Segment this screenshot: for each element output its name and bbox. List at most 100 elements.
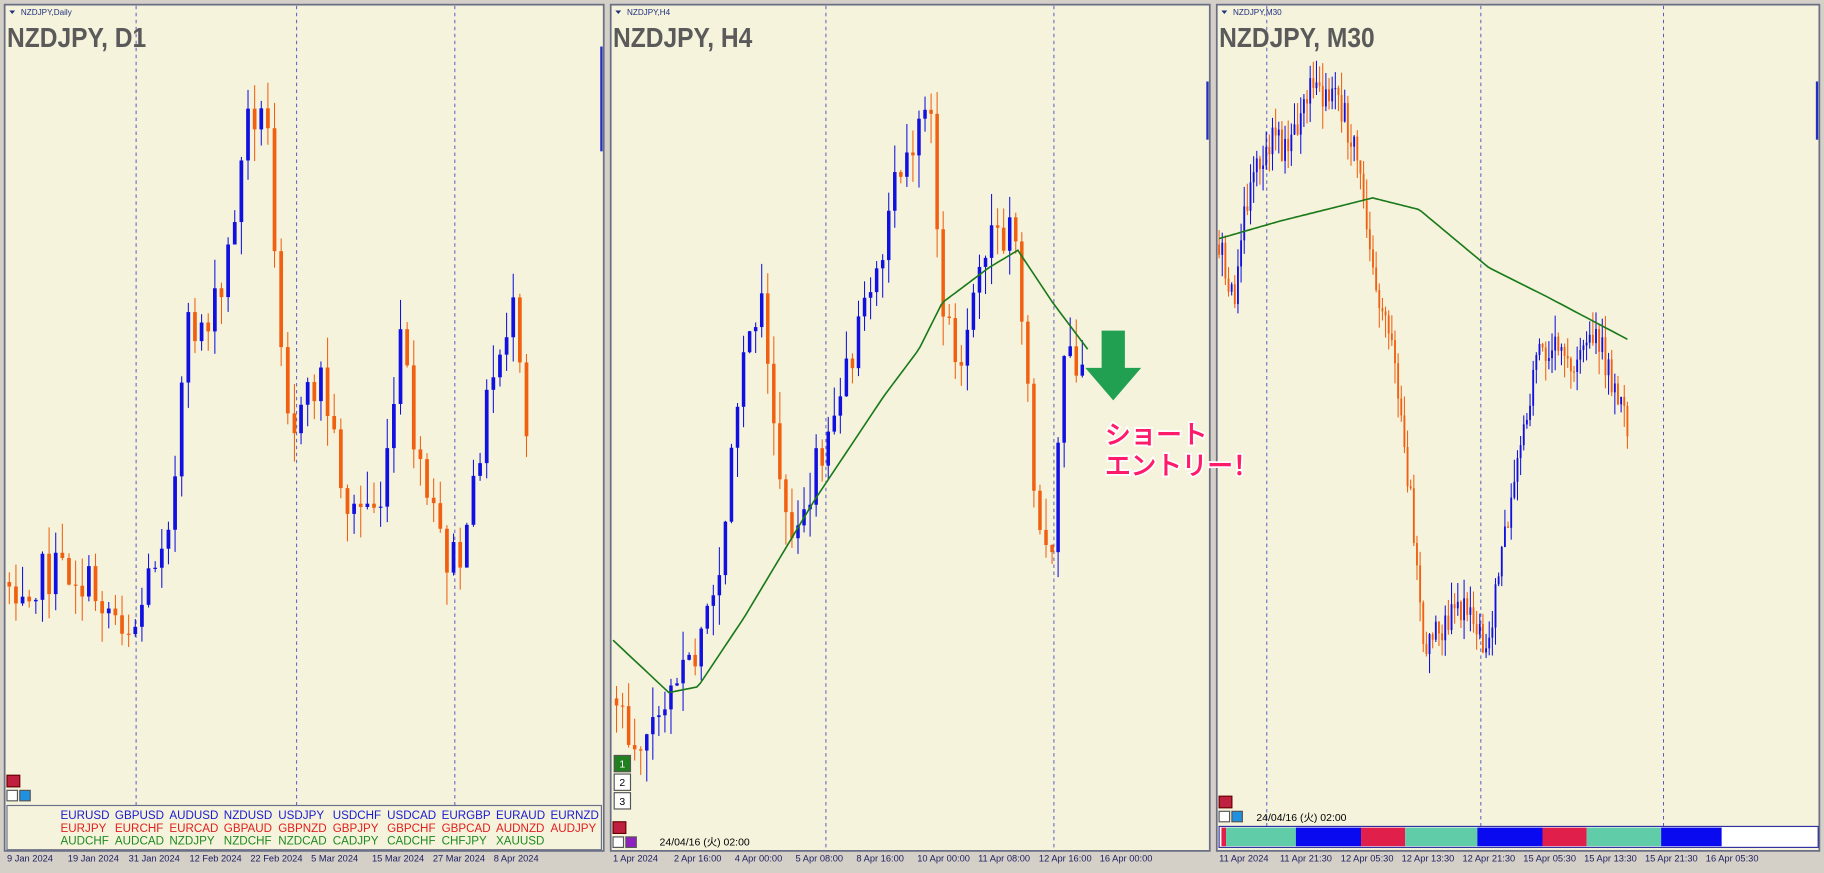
candle-body bbox=[1246, 206, 1249, 211]
candle-body bbox=[411, 365, 416, 450]
candle-body bbox=[1372, 249, 1374, 268]
currency-button[interactable]: CHFJPY bbox=[442, 835, 487, 848]
candle-body bbox=[352, 503, 356, 514]
currency-button[interactable]: EURGBP bbox=[442, 809, 491, 822]
candle-body bbox=[1343, 103, 1346, 122]
candle-body bbox=[1277, 129, 1280, 136]
time-label: 12 Apr 13:30 bbox=[1402, 853, 1455, 863]
currency-button[interactable]: NZDJPY bbox=[169, 835, 214, 848]
candle-body bbox=[193, 312, 197, 342]
candle-body bbox=[87, 566, 91, 597]
currency-button[interactable]: AUDCHF bbox=[60, 835, 108, 848]
currency-button[interactable]: GBPAUD bbox=[224, 822, 272, 835]
settings-button[interactable] bbox=[19, 789, 31, 802]
currency-button[interactable]: EURAUD bbox=[496, 809, 545, 822]
time-label: 5 Mar 2024 bbox=[311, 853, 358, 863]
close-button[interactable] bbox=[612, 836, 625, 848]
candle-body bbox=[232, 222, 237, 245]
candle-body bbox=[484, 389, 489, 464]
currency-button[interactable]: GBPUSD bbox=[115, 809, 164, 822]
close-button[interactable] bbox=[1218, 810, 1231, 823]
scroll-marker bbox=[1815, 81, 1819, 140]
currency-button[interactable]: NZDCAD bbox=[278, 835, 326, 848]
strength-segment bbox=[1661, 827, 1722, 847]
candle-body bbox=[893, 172, 897, 211]
candle-body bbox=[995, 225, 1000, 228]
settings-button[interactable] bbox=[625, 836, 637, 848]
time-label: 1 Apr 2024 bbox=[613, 853, 658, 863]
candle-body bbox=[874, 268, 879, 293]
currency-button[interactable]: XAUUSD bbox=[496, 835, 544, 848]
currency-button[interactable]: EURUSD bbox=[60, 809, 109, 822]
currency-button[interactable]: EURCHF bbox=[115, 822, 163, 835]
currency-button[interactable]: GBPCHF bbox=[387, 822, 435, 835]
candle-body bbox=[133, 626, 138, 635]
candle-body bbox=[358, 503, 363, 507]
currency-button[interactable]: EURCAD bbox=[169, 822, 218, 835]
candle-body bbox=[1324, 89, 1327, 107]
candle-body bbox=[796, 525, 800, 539]
currency-button[interactable]: GBPJPY bbox=[333, 822, 379, 835]
candle-body bbox=[1626, 405, 1629, 437]
candle-body bbox=[1406, 447, 1409, 487]
currency-button[interactable]: NZDCHF bbox=[224, 835, 272, 848]
time-label: 10 Apr 00:00 bbox=[917, 853, 970, 863]
currency-button[interactable]: CADCHF bbox=[387, 835, 435, 848]
currency-button[interactable]: USDJPY bbox=[278, 809, 324, 822]
candle-body bbox=[729, 447, 734, 522]
candle-body bbox=[1428, 634, 1431, 655]
currency-button[interactable]: NZDUSD bbox=[224, 809, 272, 822]
currency-button[interactable]: GBPNZD bbox=[278, 822, 326, 835]
candle-body bbox=[1563, 347, 1566, 356]
currency-button[interactable]: AUDJPY bbox=[550, 822, 596, 835]
layer-button[interactable] bbox=[613, 792, 632, 810]
candle-body bbox=[1576, 359, 1579, 372]
candle-body bbox=[33, 599, 38, 602]
candle-body bbox=[1529, 405, 1531, 420]
candle-body bbox=[1516, 458, 1519, 482]
candle-body bbox=[1482, 623, 1484, 653]
candle-body bbox=[53, 552, 58, 595]
strength-segment bbox=[1361, 827, 1406, 847]
candle-body bbox=[657, 715, 661, 718]
candle-body bbox=[1080, 364, 1085, 376]
candle-body bbox=[947, 316, 951, 319]
currency-button[interactable]: GBPCAD bbox=[442, 822, 491, 835]
candle-body bbox=[1056, 442, 1060, 553]
candle-body bbox=[1001, 227, 1006, 251]
symbol-title: NZDJPY, H4 bbox=[613, 21, 753, 53]
candle-body bbox=[1419, 565, 1422, 603]
caption-arrow bbox=[615, 10, 622, 14]
candle-body bbox=[1274, 127, 1277, 136]
minimize-button[interactable] bbox=[1218, 795, 1233, 809]
currency-button[interactable]: USDCHF bbox=[333, 809, 381, 822]
currency-button[interactable]: EURNZD bbox=[550, 809, 598, 822]
settings-button[interactable] bbox=[1231, 810, 1243, 823]
candle-body bbox=[880, 260, 885, 269]
candle-body bbox=[73, 584, 78, 586]
currency-button[interactable]: AUDNZD bbox=[496, 822, 544, 835]
candle-body bbox=[1604, 337, 1607, 376]
candle-body bbox=[1588, 334, 1591, 343]
timestamp: 24/04/16 (火) 02:00 bbox=[660, 836, 750, 848]
candle-body bbox=[491, 377, 496, 390]
currency-button[interactable]: USDCAD bbox=[387, 809, 436, 822]
candle-body bbox=[1284, 138, 1286, 161]
minimize-button[interactable] bbox=[6, 774, 21, 788]
layer-button[interactable] bbox=[613, 773, 632, 791]
candle-body bbox=[1387, 315, 1390, 334]
minimize-button[interactable] bbox=[612, 821, 627, 835]
candle-body bbox=[1503, 526, 1506, 548]
currency-button[interactable]: CADJPY bbox=[333, 835, 379, 848]
layer-button[interactable] bbox=[613, 754, 632, 773]
currency-button[interactable]: AUDCAD bbox=[115, 835, 164, 848]
candle-body bbox=[451, 541, 456, 573]
candle-body bbox=[1362, 173, 1365, 201]
time-label: 31 Jan 2024 bbox=[129, 853, 180, 863]
candle-body bbox=[935, 113, 939, 230]
currency-button[interactable]: EURJPY bbox=[60, 822, 106, 835]
candle-body bbox=[140, 604, 144, 627]
close-button[interactable] bbox=[6, 789, 19, 802]
currency-button[interactable]: AUDUSD bbox=[169, 809, 218, 822]
